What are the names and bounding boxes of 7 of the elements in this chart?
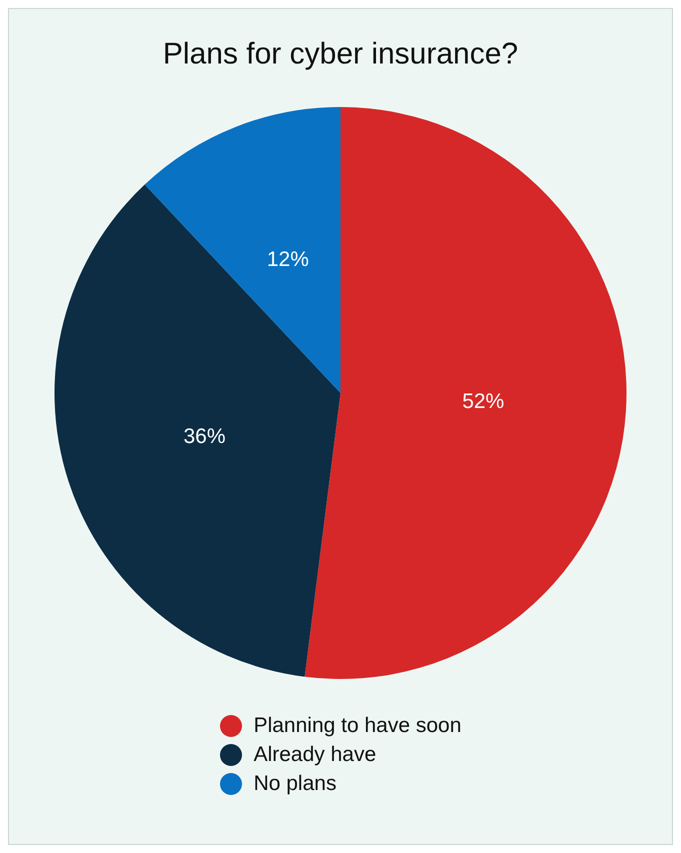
chart-title: Plans for cyber insurance? (162, 37, 518, 70)
data-label: 52% (462, 390, 504, 413)
data-label: 36% (183, 424, 226, 448)
data-label: 12% (266, 248, 309, 271)
legend-label: Already have (254, 742, 376, 766)
legend-label: Planning to have soon (254, 714, 462, 738)
legend-label: No plans (254, 772, 336, 796)
